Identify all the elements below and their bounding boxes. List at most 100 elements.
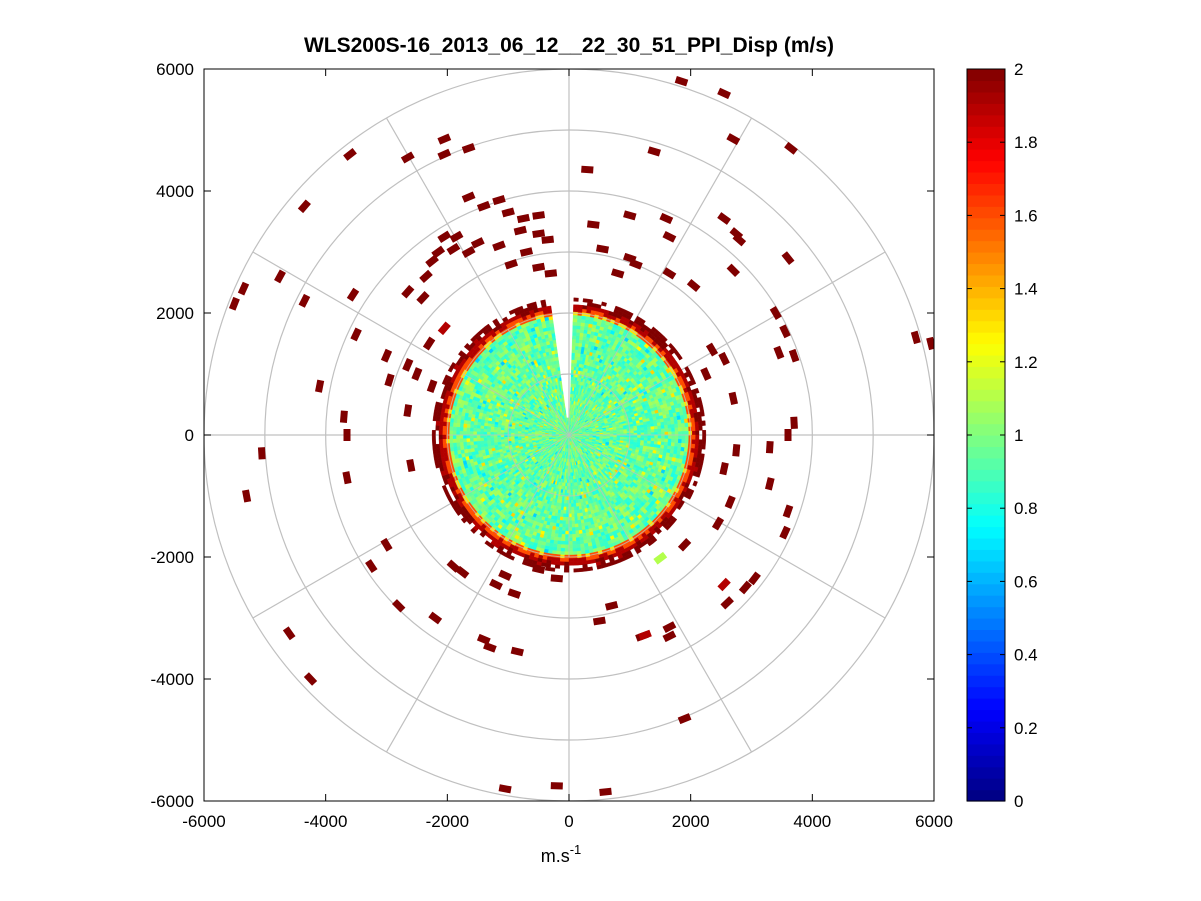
core-cell [569,410,571,415]
core-cell [561,502,565,508]
core-cell [660,428,666,433]
core-cell [574,345,579,350]
core-cell [574,356,578,361]
core-cell [637,429,642,433]
core-cell [643,442,648,447]
core-cell [636,439,641,443]
core-cell [633,437,638,441]
core-cell [560,513,564,518]
core-cell [578,339,583,344]
core-cell [559,523,564,528]
core-cell [493,429,498,433]
core-cell [571,523,576,528]
core-cell [657,428,662,433]
core-cell [560,509,564,514]
core-cell [562,520,567,525]
core-cell [571,520,576,525]
core-cell [571,359,575,364]
core-cell [486,426,491,430]
core-cell [473,434,477,439]
core-cell [574,349,579,354]
core-cell [563,503,567,508]
core-cell [640,437,645,441]
core-cell [653,443,658,448]
core-cell [479,440,485,445]
core-cell [555,523,560,528]
core-cell [486,437,491,441]
core-cell [472,437,478,442]
core-cell [476,428,481,433]
core-cell [476,425,481,430]
core-cell [577,349,582,354]
core-cell [571,342,576,347]
core-cell [570,386,573,391]
core-cell [570,390,573,395]
core-cell [643,437,648,441]
core-cell [619,436,624,440]
core-cell [490,426,495,430]
core-cell [647,440,652,444]
core-cell [570,369,574,374]
core-cell [570,383,573,388]
core-cell [576,356,581,361]
core-cell [563,513,567,518]
core-cell [569,400,572,405]
core-cell [660,441,665,446]
core-cell [572,335,577,340]
core-cell [578,526,583,531]
core-cell [496,437,501,441]
core-cell [565,482,568,487]
chart-title: WLS200S-16_2013_06_12__22_30_51_PPI_Disp… [304,34,834,57]
core-cell [571,513,575,518]
core-cell [569,414,571,419]
core-cell [479,425,485,430]
core-cell [571,516,576,521]
core-cell [514,430,519,434]
core-cell [562,527,567,532]
core-cell [654,428,659,433]
core-cell [503,430,508,434]
core-cell [573,369,577,374]
core-cell [575,338,580,344]
core-cell [571,503,575,508]
core-cell [500,429,505,433]
core-cell [569,407,572,412]
core-cell [660,444,665,449]
core-cell [630,436,635,440]
core-cell [562,523,567,528]
core-cell [650,440,655,445]
core-cell [653,425,659,430]
core-cell [661,431,665,436]
core-cell [555,526,560,531]
core-cell [616,436,621,439]
core-cell [664,427,669,432]
core-cell [563,506,567,511]
core-cell [562,516,567,521]
core-cell [571,362,575,367]
core-cell [570,393,573,398]
core-cell [571,349,576,354]
core-cell [574,352,578,357]
core-cell [490,423,495,428]
core-cell [569,403,572,408]
core-cell [630,439,635,443]
core-cell [571,338,576,343]
core-cell [647,429,652,433]
core-cell [664,424,669,429]
core-cell [643,440,648,444]
core-cell [660,424,665,429]
core-cell [661,434,665,439]
core-cell [571,366,575,371]
core-cell [650,428,655,433]
core-cell [571,527,576,532]
core-cell [660,437,666,442]
core-cell [503,427,508,431]
core-cell [571,345,576,350]
core-cell [480,422,485,427]
core-cell [476,437,481,442]
core-cell [561,496,565,501]
core-cell [486,429,491,433]
core-cell [637,437,642,441]
core-cell [490,437,495,441]
